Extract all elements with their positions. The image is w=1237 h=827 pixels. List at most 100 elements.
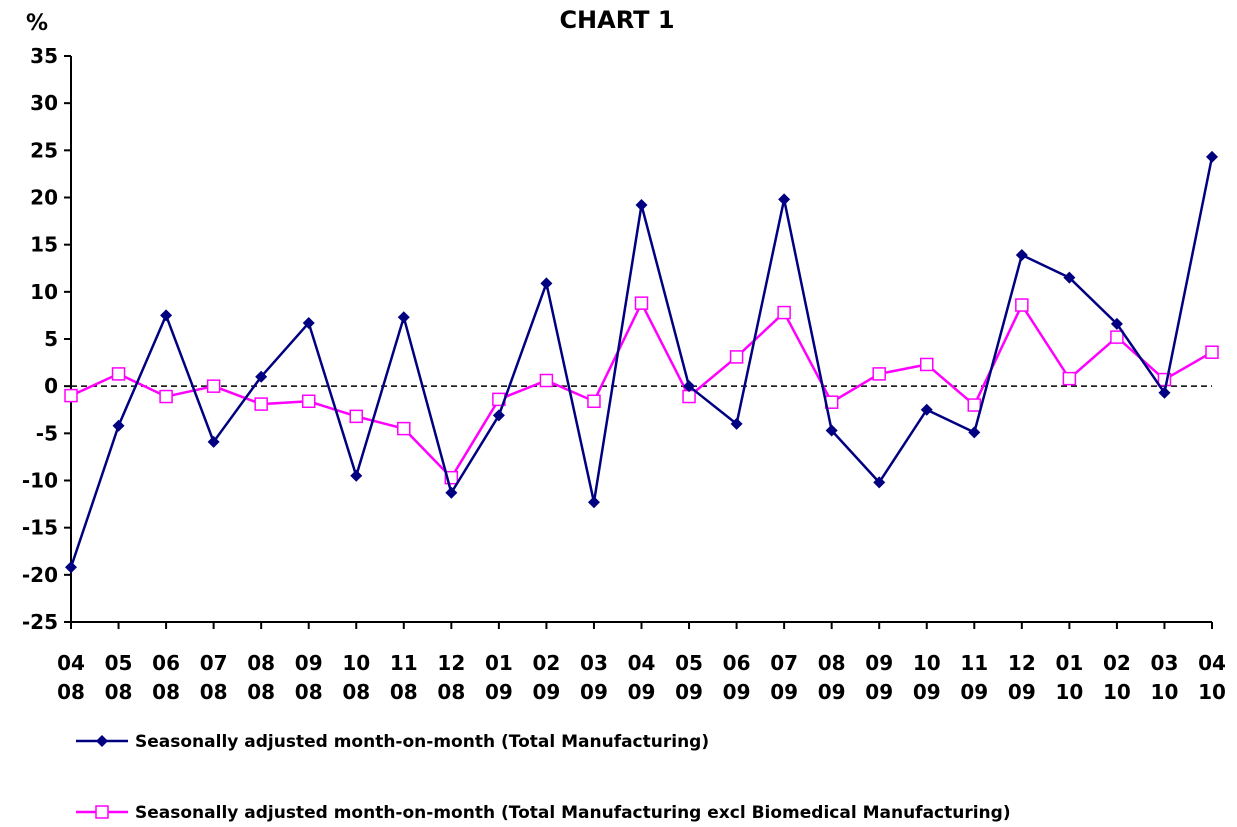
x-tick-label-year: 09 — [532, 680, 560, 704]
data-point-series-1 — [920, 403, 933, 416]
x-tick-label-year: 08 — [152, 680, 180, 704]
data-point-series-1 — [302, 316, 315, 329]
y-tick-label: 0 — [44, 374, 58, 398]
data-point-series-2 — [349, 409, 363, 424]
y-tick-label: -25 — [22, 610, 58, 634]
data-point-series-1 — [397, 311, 410, 324]
x-tick-label-year: 09 — [675, 680, 703, 704]
x-tick-label-month: 05 — [675, 651, 703, 675]
x-tick-label-month: 12 — [437, 651, 465, 675]
x-tick-label-month: 08 — [818, 651, 846, 675]
data-point-series-2 — [872, 367, 886, 381]
data-point-series-2 — [967, 398, 982, 412]
y-tick-label: 25 — [30, 138, 58, 162]
data-point-series-2 — [729, 350, 744, 364]
y-tick-label: 15 — [30, 233, 58, 257]
x-tick-label-year: 10 — [1198, 680, 1226, 704]
x-tick-label-year: 08 — [437, 680, 465, 704]
x-tick-label-year: 09 — [865, 680, 893, 704]
data-point-series-1 — [207, 435, 220, 448]
data-point-series-1 — [730, 417, 743, 430]
x-tick-label-year: 09 — [723, 680, 751, 704]
x-tick-label-month: 09 — [295, 651, 323, 675]
x-tick-label-month: 04 — [1198, 651, 1226, 675]
data-point-series-2 — [539, 373, 554, 388]
series-line-1 — [69, 156, 1214, 568]
x-tick-label-month: 05 — [105, 651, 133, 675]
data-point-series-2 — [1110, 330, 1124, 344]
y-tick-label: -10 — [22, 469, 58, 493]
data-point-series-1 — [968, 426, 981, 439]
x-tick-label-month: 07 — [770, 651, 798, 675]
x-tick-label-month: 09 — [865, 651, 893, 675]
x-tick-label-year: 10 — [1151, 680, 1179, 704]
data-point-series-1 — [65, 561, 77, 574]
data-point-series-1 — [445, 486, 458, 499]
data-point-series-2 — [111, 367, 126, 381]
chart-title: CHART 1 — [559, 6, 674, 34]
x-tick-label-year: 09 — [1008, 680, 1036, 704]
x-tick-label-month: 07 — [200, 651, 228, 675]
x-tick-label-month: 06 — [723, 651, 751, 675]
y-tick-label: -20 — [22, 563, 58, 587]
x-tick-label-month: 02 — [1103, 651, 1131, 675]
x-tick-label-year: 10 — [1103, 680, 1131, 704]
x-tick-label-year: 08 — [342, 680, 370, 704]
data-point-series-1 — [778, 193, 791, 206]
data-point-series-2 — [301, 394, 316, 409]
data-point-series-1 — [350, 469, 363, 482]
x-tick-label-month: 01 — [485, 651, 513, 675]
x-tick-label-month: 10 — [913, 651, 941, 675]
x-tick-label-year: 10 — [1055, 680, 1083, 704]
legend-marker-square — [95, 805, 109, 819]
x-tick-label-month: 12 — [1008, 651, 1036, 675]
x-tick-label-month: 06 — [152, 651, 180, 675]
data-point-series-2 — [920, 357, 934, 372]
data-point-series-1 — [160, 309, 173, 322]
x-tick-label-year: 09 — [485, 680, 513, 704]
data-point-series-2 — [254, 397, 268, 411]
data-point-series-1 — [1063, 271, 1076, 284]
legend: Seasonally adjusted month-on-month (Tota… — [76, 732, 1011, 823]
x-tick-label-month: 11 — [390, 651, 418, 675]
data-point-series-1 — [635, 199, 648, 212]
data-point-series-2 — [1062, 371, 1077, 386]
legend-label: Seasonally adjusted month-on-month (Tota… — [135, 732, 709, 752]
data-point-series-2 — [634, 296, 649, 310]
data-point-series-2 — [1015, 298, 1029, 312]
data-point-series-2 — [64, 388, 78, 403]
data-point-series-2 — [777, 305, 791, 320]
x-tick-label-year: 08 — [247, 680, 275, 704]
x-tick-label-year: 09 — [628, 680, 656, 704]
legend-label: Seasonally adjusted month-on-month (Tota… — [135, 803, 1011, 823]
data-point-series-1 — [1158, 386, 1171, 399]
data-point-series-1 — [255, 370, 268, 383]
y-tick-label: 20 — [30, 186, 58, 210]
y-tick-label: 5 — [44, 327, 58, 351]
x-tick-label-month: 02 — [532, 651, 560, 675]
data-point-series-2 — [159, 389, 173, 404]
x-tick-label-year: 09 — [913, 680, 941, 704]
x-tick-label-month: 11 — [960, 651, 988, 675]
x-tick-label-year: 08 — [295, 680, 323, 704]
data-point-series-2 — [587, 394, 601, 409]
x-tick-label-year: 09 — [770, 680, 798, 704]
data-point-series-1 — [492, 409, 505, 422]
x-tick-label-year: 08 — [105, 680, 133, 704]
data-point-series-1 — [873, 476, 886, 489]
y-tick-label: -15 — [22, 516, 58, 540]
data-point-series-1 — [1015, 249, 1028, 262]
data-point-series-1 — [683, 380, 696, 393]
x-tick-label-year: 08 — [390, 680, 418, 704]
x-tick-label-year: 08 — [57, 680, 85, 704]
x-tick-label-month: 01 — [1055, 651, 1083, 675]
series-layer — [64, 150, 1219, 574]
y-tick-label: 30 — [30, 91, 58, 115]
data-point-series-1 — [540, 277, 553, 290]
x-tick-label-year: 09 — [960, 680, 988, 704]
data-point-series-1 — [1110, 317, 1123, 330]
data-point-series-2 — [397, 421, 411, 436]
data-point-series-1 — [112, 419, 125, 432]
data-point-series-1 — [587, 496, 600, 509]
